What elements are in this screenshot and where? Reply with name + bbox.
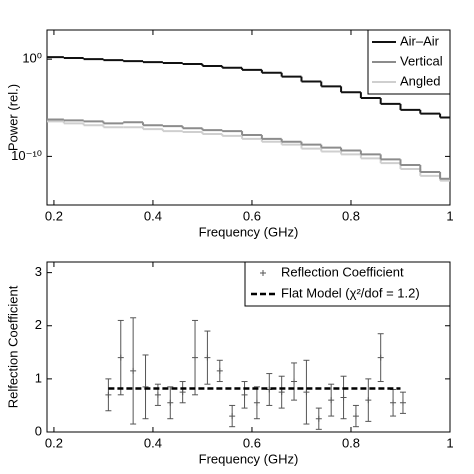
legend-label: Flat Model (χ²/dof = 1.2) <box>281 285 420 300</box>
y-tick-label: 10⁻¹⁰ <box>11 148 42 163</box>
legend-label: Air–Air <box>400 33 440 48</box>
data-point <box>328 397 335 404</box>
x-tick-label: 1 <box>446 435 453 450</box>
data-point <box>399 399 406 406</box>
data-point <box>315 415 322 422</box>
data-point <box>204 354 211 361</box>
data-point <box>130 367 137 374</box>
x-tick-label: 0.6 <box>243 435 261 450</box>
y-tick-label: 3 <box>35 264 42 279</box>
x-tick-label: 0.2 <box>45 435 63 450</box>
x-tick-label: 0.4 <box>144 435 162 450</box>
x-tick-label: 0.8 <box>342 208 360 223</box>
data-point <box>365 397 372 404</box>
y-tick-label: 2 <box>35 317 42 332</box>
data-point <box>117 354 124 361</box>
legend-box <box>244 261 451 307</box>
y-axis-label: Relfection Coefficient <box>5 285 20 408</box>
data-point <box>229 413 236 420</box>
data-point <box>192 354 199 361</box>
x-tick-label: 1 <box>446 208 453 223</box>
data-point <box>216 367 223 374</box>
y-tick-label: 0 <box>35 423 42 438</box>
data-point <box>390 399 397 406</box>
y-tick-label: 10⁰ <box>22 51 42 66</box>
x-tick-label: 0.4 <box>144 208 162 223</box>
data-point <box>278 389 285 396</box>
data-point <box>352 413 359 420</box>
legend-label: Vertical <box>400 53 443 68</box>
data-point <box>167 399 174 406</box>
data-point <box>241 391 248 398</box>
data-point <box>105 391 112 398</box>
x-axis-label: Frequency (GHz) <box>199 451 299 466</box>
data-point <box>303 389 310 396</box>
legend-swatch <box>260 270 266 276</box>
legend-label: Reflection Coefficient <box>281 264 404 279</box>
y-tick-label: 1 <box>35 370 42 385</box>
x-tick-label: 0.6 <box>243 208 261 223</box>
data-point <box>253 399 260 406</box>
y-axis-label: Power (rel.) <box>5 84 20 151</box>
x-tick-label: 0.8 <box>342 435 360 450</box>
legend-label: Angled <box>400 73 440 88</box>
data-point <box>291 378 298 385</box>
data-point <box>340 394 347 401</box>
x-axis-label: Frequency (GHz) <box>199 224 299 239</box>
data-point <box>154 391 161 398</box>
data-point <box>179 389 186 396</box>
data-point <box>377 354 384 361</box>
x-tick-label: 0.2 <box>45 208 63 223</box>
